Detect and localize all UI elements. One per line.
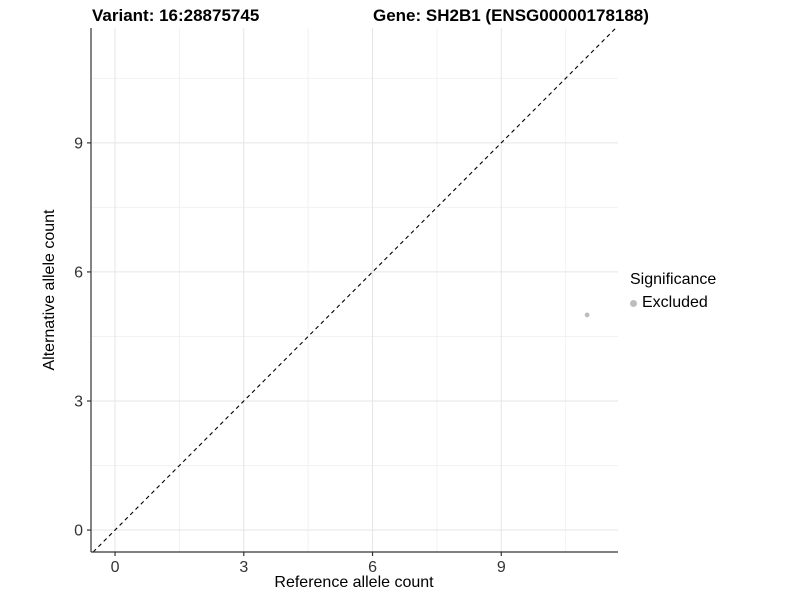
x-tick-label: 0	[111, 559, 120, 576]
legend-item-excluded: Excluded	[630, 294, 716, 312]
y-tick-label: 0	[74, 523, 83, 540]
x-tick-label: 3	[239, 559, 248, 576]
x-tick-label: 6	[368, 559, 377, 576]
legend: Significance Excluded	[630, 271, 716, 312]
identity-line	[92, 27, 617, 553]
x-tick-label: 9	[497, 559, 506, 576]
y-axis-title: Alternative allele count	[41, 209, 58, 371]
y-tick-label: 9	[74, 135, 83, 152]
plot-title-variant: Variant: 16:28875745	[92, 6, 260, 25]
y-tick-label: 6	[74, 264, 83, 281]
data-point	[584, 312, 590, 318]
legend-item-label: Excluded	[642, 294, 708, 311]
legend-item-swatch	[630, 299, 637, 307]
legend-title: Significance	[630, 271, 717, 288]
plot-title-gene: Gene: SH2B1 (ENSG00000178188)	[373, 6, 649, 25]
x-axis-title: Reference allele count	[274, 574, 434, 591]
y-tick-label: 3	[74, 393, 83, 410]
